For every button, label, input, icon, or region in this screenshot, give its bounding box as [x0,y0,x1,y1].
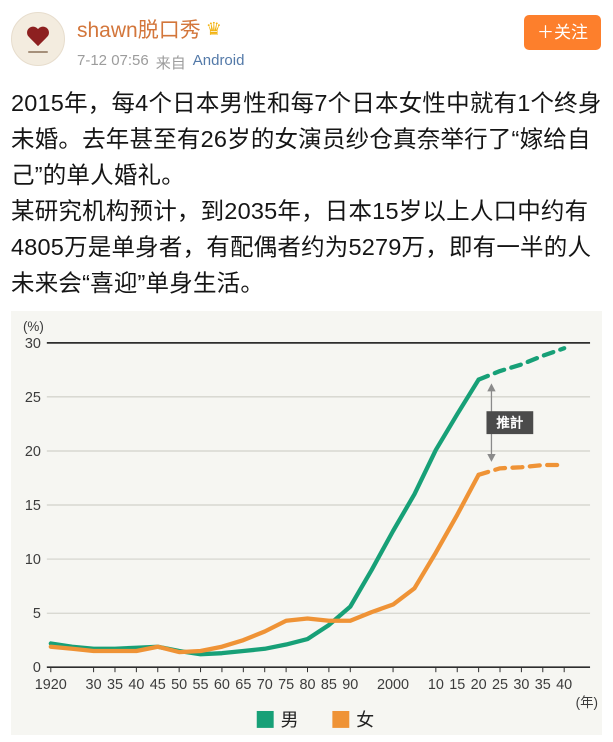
svg-text:40: 40 [556,677,572,693]
avatar-script-text [28,51,48,53]
svg-text:45: 45 [150,677,166,693]
svg-text:1920: 1920 [35,677,67,693]
svg-text:推計: 推計 [496,415,523,431]
svg-text:25: 25 [25,390,41,406]
svg-text:2000: 2000 [377,677,409,693]
svg-text:(年): (年) [576,695,598,710]
user-block: shawn脱口秀 ♛ 7-12 07:56 来自 Android [77,12,244,73]
estimate-annotation: 推計 [486,383,534,462]
source-prefix: 来自 [155,55,186,72]
svg-text:男: 男 [281,710,299,730]
series-line-male [48,346,567,657]
timestamp: 7-12 07:56 [77,52,149,69]
post-header: shawn脱口秀 ♛ 7-12 07:56 来自 Android ＋关注 [11,10,602,77]
svg-text:5: 5 [33,606,41,622]
svg-text:20: 20 [25,444,41,460]
svg-text:0: 0 [33,660,41,676]
chart-x-axis: 1920 30 35 40 45 50 55 60 65 70 75 80 85 90 2000 10 15 20… [35,667,598,710]
svg-text:30: 30 [86,677,102,693]
svg-text:50: 50 [171,677,187,693]
series-line-female [48,462,567,655]
svg-text:70: 70 [257,677,273,693]
follow-button[interactable]: ＋关注 [524,15,601,50]
source-link[interactable]: Android [192,52,245,69]
svg-text:(%): (%) [23,319,44,334]
svg-text:85: 85 [321,677,337,693]
chart-grid: 0 5 10 15 20 25 30 (%) [23,319,591,676]
chart-svg: 0 5 10 15 20 25 30 (%) 1920 30 35 40 45 50 55 60 65 70 75 8… [23,319,598,730]
svg-text:25: 25 [492,677,508,693]
svg-text:65: 65 [235,677,251,693]
heart-icon [26,27,50,47]
svg-text:15: 15 [25,498,41,514]
crown-icon: ♛ [205,19,222,39]
svg-text:35: 35 [107,677,123,693]
unmarried-rate-chart: 0 5 10 15 20 25 30 (%) 1920 30 35 40 45 50 55 60 65 70 75 8… [11,311,602,735]
svg-text:10: 10 [428,677,444,693]
svg-text:女: 女 [356,710,374,730]
avatar[interactable] [11,12,65,66]
svg-text:90: 90 [342,677,358,693]
svg-text:80: 80 [299,677,315,693]
svg-text:40: 40 [128,677,144,693]
svg-text:15: 15 [449,677,465,693]
post-paragraph-2: 某研究机构预计，到2035年，日本15岁以上人口中约有4805万是单身者，有配偶… [11,198,592,296]
post-paragraph-1: 2015年，每4个日本男性和每7个日本女性中就有1个终身未婚。去年甚至有26岁的… [11,90,602,188]
post-text: 2015年，每4个日本男性和每7个日本女性中就有1个终身未婚。去年甚至有26岁的… [11,85,602,301]
svg-text:35: 35 [535,677,551,693]
chart-legend: 男女 [256,710,374,730]
username[interactable]: shawn脱口秀 [77,19,201,42]
svg-text:20: 20 [471,677,487,693]
svg-text:75: 75 [278,677,294,693]
svg-text:30: 30 [513,677,529,693]
svg-text:10: 10 [25,552,41,568]
svg-text:30: 30 [25,336,41,352]
svg-text:55: 55 [193,677,209,693]
svg-text:60: 60 [214,677,230,693]
